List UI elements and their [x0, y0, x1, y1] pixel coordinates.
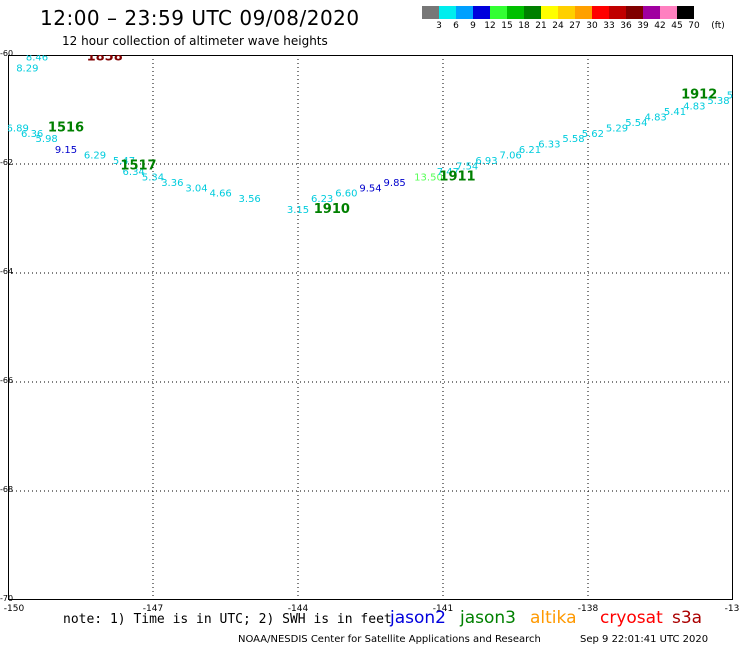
legend-label: 12	[484, 21, 496, 31]
wave-height-value: 5.98	[36, 134, 58, 145]
wave-height-value: 5.62	[582, 129, 604, 140]
wave-height-value: 6.60	[335, 189, 357, 200]
wave-height-value: 4.83	[645, 112, 667, 123]
legend-swatch	[677, 6, 694, 19]
legend-swatch	[660, 6, 677, 19]
legend-swatch	[609, 6, 626, 19]
wave-height-value: 5.54	[625, 118, 647, 129]
longitude-label: -144	[287, 604, 309, 614]
latitude-label: -62	[0, 158, 14, 167]
credit-text: NOAA/NESDIS Center for Satellite Applica…	[238, 634, 541, 645]
longitude-label: -138	[577, 604, 599, 614]
footer-note: note: 1) Time is in UTC; 2) SWH is in fe…	[63, 612, 392, 627]
wave-height-value: 9.15	[55, 145, 77, 156]
legend-label: 15	[501, 21, 513, 31]
wave-height-value: 7.54	[456, 161, 478, 172]
wave-height-value: 5.38	[707, 96, 729, 107]
legend-swatch	[575, 6, 592, 19]
latitude-label: -64	[0, 267, 14, 276]
wave-height-value: 5.41	[664, 107, 686, 118]
satellite-name: altika	[530, 608, 577, 628]
map-subtitle: 12 hour collection of altimeter wave hei…	[62, 34, 328, 48]
legend-label: 42	[654, 21, 666, 31]
wave-height-value: 8.46	[26, 55, 48, 63]
wave-height-value: 3.36	[161, 178, 183, 189]
legend-label: 24	[552, 21, 564, 31]
legend-label: 30	[586, 21, 598, 31]
satellite-name: jason3	[460, 608, 516, 628]
wave-height-value: 6.93	[475, 156, 497, 167]
wave-height-value: 6.21	[519, 145, 541, 156]
longitude-label: -150	[3, 604, 25, 614]
latitude-label: -60	[0, 49, 14, 58]
legend-label: 45	[671, 21, 683, 31]
latitude-label: -66	[0, 376, 14, 385]
legend-swatch	[558, 6, 575, 19]
wave-height-value: 6.34	[123, 167, 145, 178]
longitude-label: -147	[142, 604, 164, 614]
legend-swatch	[439, 6, 456, 19]
wave-height-value: 6.33	[538, 140, 560, 151]
longitude-label: -141	[432, 604, 454, 614]
wave-height-value: 7.06	[500, 151, 522, 162]
legend-swatch	[490, 6, 507, 19]
legend-swatch	[473, 6, 490, 19]
legend-swatch	[541, 6, 558, 19]
legend-label: 3	[436, 21, 442, 31]
legend-label: 6	[453, 21, 459, 31]
wave-height-value: 6.89	[8, 123, 29, 134]
wave-height-value: 4.83	[683, 102, 705, 113]
pass-time-label: 1911	[439, 169, 475, 184]
wave-height-value: 6.36	[21, 129, 43, 140]
map-frame	[8, 55, 733, 600]
wave-height-value: 8.29	[16, 63, 38, 74]
satellite-name: cryosat	[600, 608, 663, 628]
legend-label: 9	[470, 21, 476, 31]
legend-label: 33	[603, 21, 615, 31]
legend-swatch	[422, 6, 439, 19]
legend-swatch	[626, 6, 643, 19]
map-title: 12:00 – 23:59 UTC 09/08/2020	[40, 6, 360, 30]
wave-height-value: 4.66	[210, 189, 232, 200]
wave-height-value: 6.23	[311, 194, 333, 205]
legend-swatch	[456, 6, 473, 19]
legend-swatch	[592, 6, 609, 19]
legend-label: 36	[620, 21, 632, 31]
legend-label: 70	[688, 21, 700, 31]
wave-height-value: 5.58	[562, 134, 584, 145]
timestamp-text: Sep 9 22:01:41 UTC 2020	[580, 634, 709, 645]
satellite-name: jason2	[390, 608, 446, 628]
wave-height-value: 6.29	[84, 151, 106, 162]
wave-height-value: 5.47	[113, 156, 135, 167]
legend-label: 18	[518, 21, 530, 31]
wave-height-value: 5.34	[142, 172, 164, 183]
pass-time-label: 1858	[87, 55, 123, 64]
latitude-label: -68	[0, 485, 14, 494]
wave-height-value: 13.50	[414, 172, 443, 183]
pass-time-label: 1910	[314, 202, 350, 217]
map-plot-area: 8.468.29 6.896.365.989.15 6.29 5.476.345.34…	[8, 55, 733, 600]
legend-unit: (ft)	[711, 21, 725, 31]
satellite-name: s3a	[672, 608, 703, 628]
pass-time-label: 1912	[681, 88, 717, 103]
wave-height-value: 3.15	[287, 205, 309, 216]
legend-swatch	[507, 6, 524, 19]
wave-height-value: 5.31	[727, 91, 733, 102]
latitude-label: -70	[0, 594, 14, 603]
wave-height-value: 5.29	[606, 123, 628, 134]
legend-label: 21	[535, 21, 547, 31]
legend-swatch	[643, 6, 660, 19]
wave-height-value: 9.54	[359, 183, 381, 194]
wave-height-color-legend	[422, 6, 694, 19]
wave-height-value: 7.47	[437, 167, 459, 178]
pass-time-label: 1516	[48, 120, 84, 135]
legend-swatch	[524, 6, 541, 19]
legend-label: 27	[569, 21, 581, 31]
wave-height-value: 3.04	[185, 183, 207, 194]
longitude-label: -13	[724, 604, 740, 614]
wave-height-value: 9.85	[384, 178, 406, 189]
wave-height-value: 3.56	[239, 194, 261, 205]
legend-label: 39	[637, 21, 649, 31]
pass-time-label: 1517	[120, 158, 156, 173]
